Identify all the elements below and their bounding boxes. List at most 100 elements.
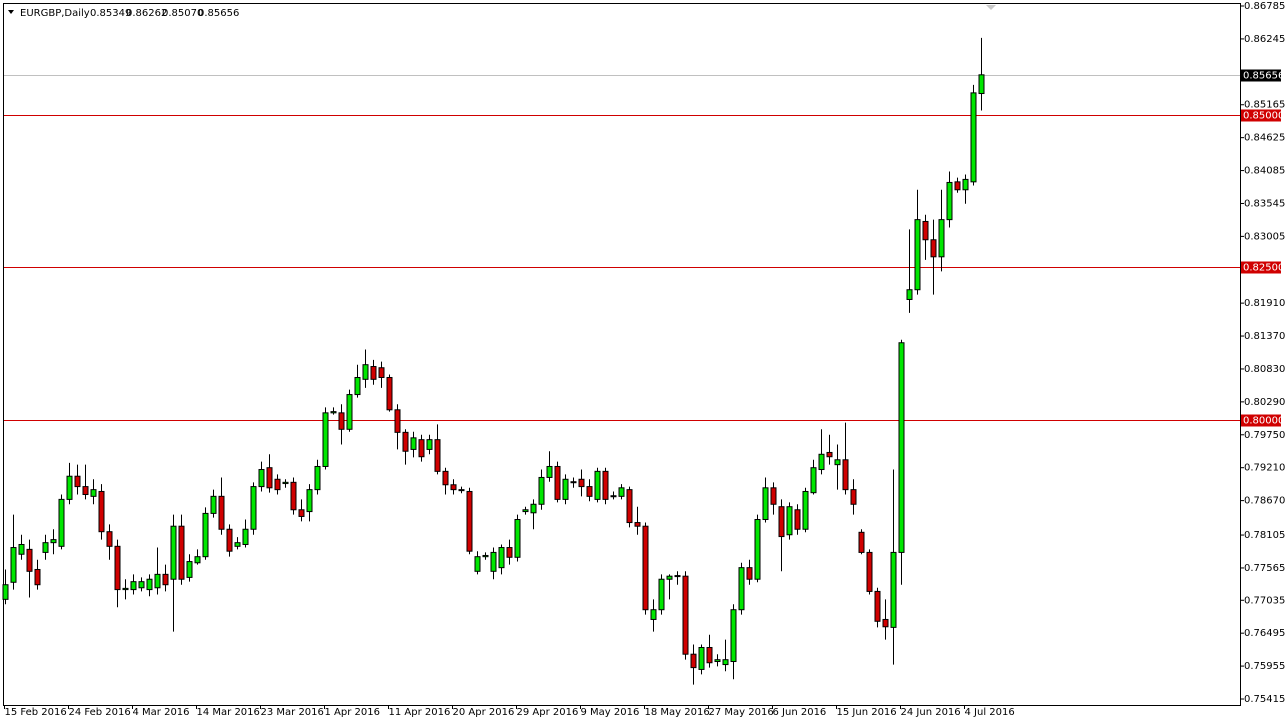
candle-body: [442, 470, 449, 486]
candle-body: [154, 573, 161, 589]
header-value: 0.85656: [198, 8, 239, 19]
level-label-box: [1241, 261, 1281, 274]
candle-body: [306, 489, 313, 513]
candle-body: [890, 551, 897, 628]
candle-body: [458, 489, 465, 492]
candle-body: [194, 556, 201, 564]
candle-body: [626, 489, 633, 524]
candle-body: [746, 567, 753, 580]
y-tick-label: 0.83005: [1244, 231, 1285, 242]
x-tick-label: 27 May 2016: [709, 707, 774, 718]
candle-body: [570, 481, 577, 484]
candle-body: [490, 551, 497, 572]
x-tick-label: 15 Feb 2016: [5, 707, 67, 718]
candle-body: [850, 489, 857, 505]
candle-body: [818, 453, 825, 471]
candle-body: [378, 367, 385, 378]
candle-body: [970, 92, 977, 183]
candle-body: [18, 543, 25, 555]
candle-body: [410, 437, 417, 450]
candle-body: [394, 409, 401, 433]
level-label: 0.82500: [1243, 263, 1284, 274]
candle-body: [74, 475, 81, 488]
candle-body: [922, 220, 929, 241]
candle-body: [242, 528, 249, 545]
candle-body: [826, 451, 833, 458]
candle-body: [82, 486, 89, 496]
candle-body: [538, 476, 545, 505]
candle-body: [202, 512, 209, 558]
candle-body: [498, 547, 505, 569]
candle-body: [42, 542, 49, 553]
candle-body: [594, 470, 601, 500]
candle-body: [266, 467, 273, 489]
price-label: 0.85656: [1243, 71, 1284, 82]
candle-body: [930, 239, 937, 258]
x-tick-label: 9 May 2016: [581, 707, 640, 718]
candle-body: [882, 618, 889, 628]
level-label-box: [1241, 109, 1281, 122]
x-tick-label: 15 Jun 2016: [837, 707, 897, 718]
y-tick-label: 0.80830: [1244, 364, 1285, 375]
menu-triangle: [8, 10, 14, 14]
candle-body: [586, 486, 593, 497]
header: EURGBP,Daily: [20, 8, 90, 19]
y-tick-label: 0.78105: [1244, 530, 1285, 541]
x-tick-label: 29 Apr 2016: [517, 707, 579, 718]
candle-body: [786, 506, 793, 536]
candle-body: [954, 181, 961, 191]
candle-body: [754, 519, 761, 580]
candle-body: [714, 659, 721, 663]
candle-body: [162, 573, 169, 586]
candle-body: [418, 439, 425, 458]
candle-body: [122, 587, 129, 591]
y-tick-label: 0.80290: [1244, 397, 1285, 408]
candle-body: [130, 581, 137, 591]
y-tick-label: 0.76495: [1244, 628, 1285, 639]
candle-body: [674, 575, 681, 578]
candle-body: [578, 478, 585, 488]
candle-body: [290, 481, 297, 511]
candle-body: [682, 575, 689, 655]
candle-body: [34, 568, 41, 586]
candle-body: [234, 542, 241, 547]
header-value: 0.86262: [126, 8, 167, 19]
candle-body: [274, 478, 281, 491]
candle-body: [50, 539, 57, 544]
candle-body: [282, 481, 289, 485]
level-label-box: [1241, 414, 1281, 427]
y-tick-label: 0.78670: [1244, 496, 1285, 507]
candle-body: [218, 495, 225, 530]
candle-body: [858, 531, 865, 553]
candle-body: [370, 366, 377, 380]
candle-body: [298, 509, 305, 517]
candle-body: [914, 219, 921, 291]
candle-body: [58, 498, 65, 547]
candle-body: [106, 531, 113, 547]
candle-body: [98, 490, 105, 533]
candle-body: [938, 219, 945, 258]
candle-body: [666, 575, 673, 580]
candle-body: [226, 528, 233, 552]
y-tick-label: 0.77035: [1244, 595, 1285, 606]
x-tick-label: 20 Apr 2016: [453, 707, 515, 718]
candle-body: [842, 459, 849, 491]
candle-body: [114, 545, 121, 591]
x-tick-label: 23 Mar 2016: [261, 707, 324, 718]
x-tick-label: 24 Jun 2016: [901, 707, 961, 718]
candle-body: [354, 376, 361, 396]
candle-body: [634, 522, 641, 527]
candle-body: [610, 495, 617, 498]
candle-body: [874, 590, 881, 622]
y-tick-label: 0.83545: [1244, 198, 1285, 209]
candle-body: [250, 486, 257, 530]
candle-body: [706, 646, 713, 664]
candle-body: [866, 551, 873, 592]
level-label: 0.85000: [1243, 111, 1284, 122]
price-label-box: [1241, 69, 1281, 82]
candle-body: [170, 525, 177, 580]
shift-marker: [986, 5, 996, 10]
candle-body: [90, 489, 97, 497]
candle-body: [434, 439, 441, 472]
candle-body: [506, 547, 513, 558]
